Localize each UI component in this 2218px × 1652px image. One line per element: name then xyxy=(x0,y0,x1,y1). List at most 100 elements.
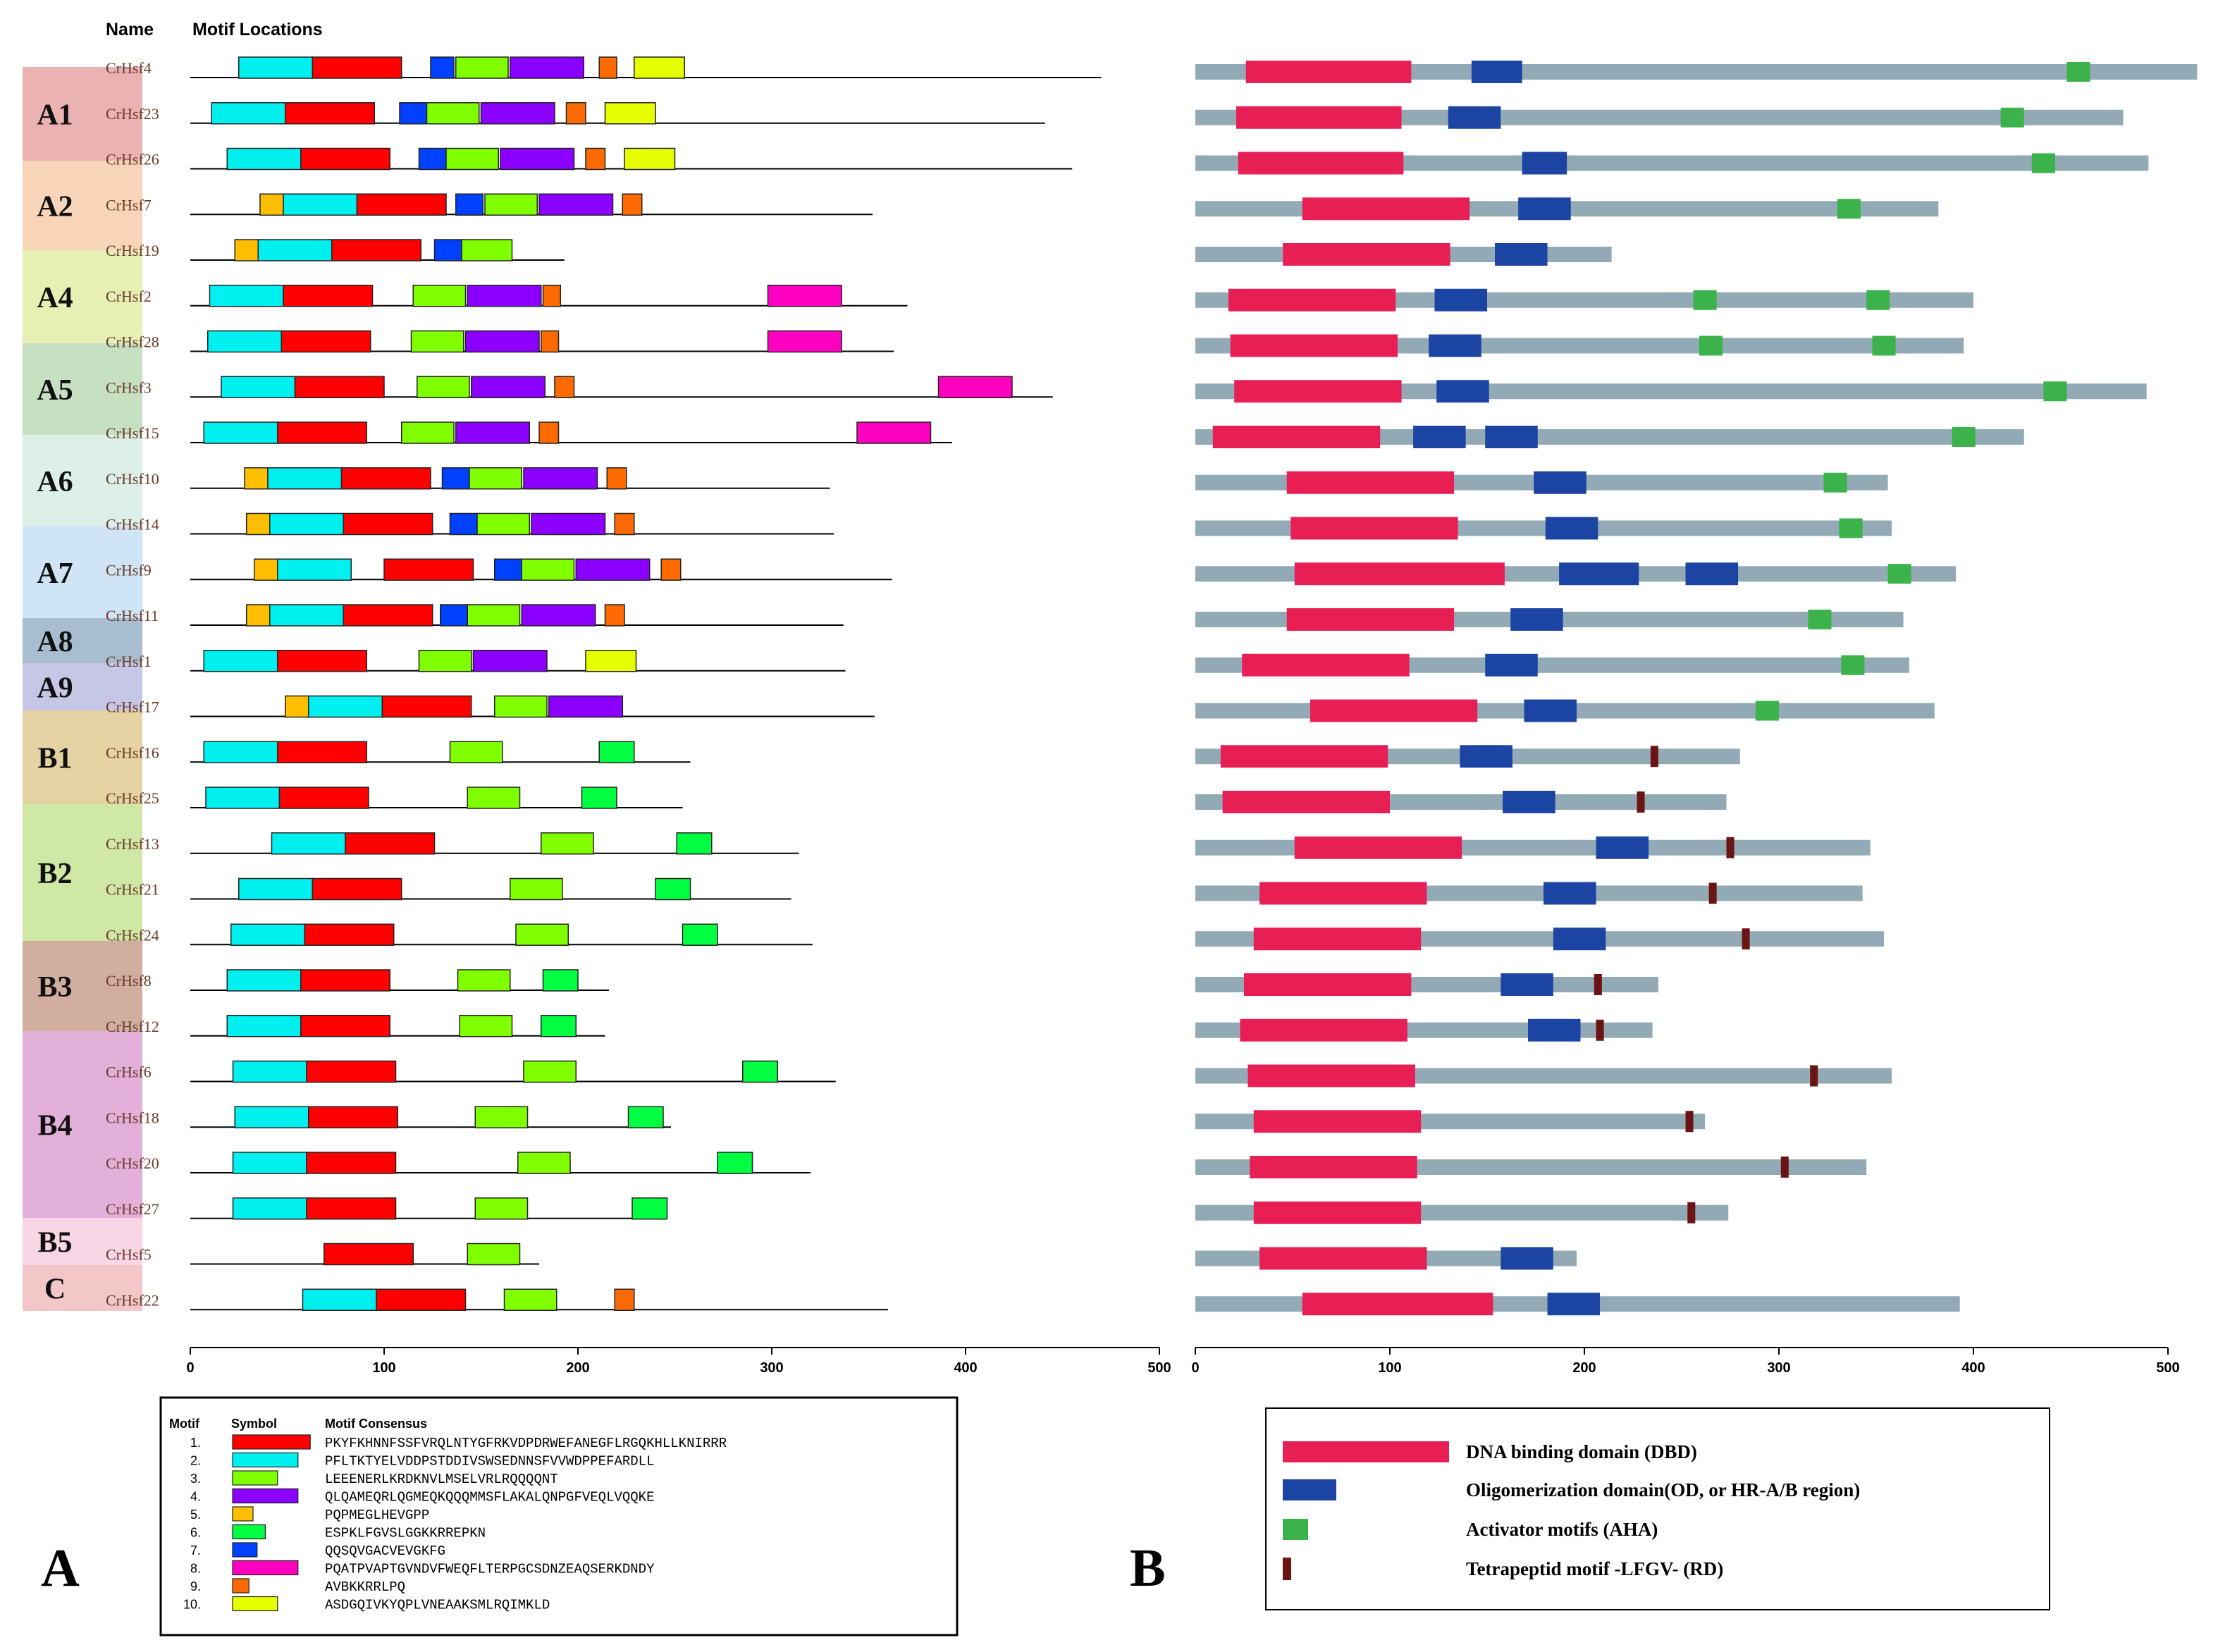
motif-1-box xyxy=(312,56,402,79)
domain-row xyxy=(1195,1064,1892,1087)
motif-10-box xyxy=(585,650,637,672)
gene-name: CrHsf1 xyxy=(106,653,152,670)
dbd-domain xyxy=(1245,61,1412,83)
axis-b-tick-label: 0 xyxy=(1191,1360,1199,1376)
motif-3-box xyxy=(476,512,530,536)
rd-motif xyxy=(1594,974,1602,995)
group-B3: B3 xyxy=(23,941,142,1031)
motif-5-box xyxy=(246,512,271,536)
motif-row xyxy=(190,787,683,809)
motif-3-box xyxy=(467,1243,521,1266)
gene-name: CrHsf24 xyxy=(106,926,159,944)
motif-3-box xyxy=(455,56,509,79)
group-background xyxy=(23,1218,142,1265)
motif-2-box xyxy=(232,1152,307,1174)
motif-7-box xyxy=(440,604,468,627)
domain-row xyxy=(1195,426,2024,448)
motif-row xyxy=(190,376,1053,398)
group-label: A8 xyxy=(37,626,73,658)
motif-2-box xyxy=(238,877,313,901)
dbd-domain xyxy=(1253,927,1422,951)
group-A5: A5 xyxy=(23,343,142,435)
motif-3-box xyxy=(515,923,569,946)
domain-legend: DNA binding domain (DBD) Oligomerization … xyxy=(1265,1407,2050,1610)
motif-2-box xyxy=(267,467,343,490)
name-column-header: Name xyxy=(106,20,154,39)
motif-10-box xyxy=(624,147,676,171)
motif-number: 10. xyxy=(183,1598,201,1612)
gene-name: CrHsf11 xyxy=(106,607,159,624)
panel-label-a: A xyxy=(41,1539,80,1598)
motif-row xyxy=(190,969,609,992)
dbd-domain xyxy=(1290,517,1458,540)
motif-row xyxy=(190,512,834,536)
motif-3-box xyxy=(417,376,470,398)
rd-motif xyxy=(1650,746,1658,768)
motif-1-box xyxy=(331,239,421,261)
domain-row xyxy=(1195,745,1740,768)
dbd-domain xyxy=(1286,608,1455,631)
od-domain xyxy=(1527,1018,1581,1042)
aha-motif xyxy=(2031,153,2055,173)
motif-row xyxy=(190,695,875,718)
motif-6-box xyxy=(598,741,635,763)
od-domain xyxy=(1501,1247,1553,1270)
domain-row xyxy=(1195,197,1939,221)
group-A6: A6 xyxy=(23,435,142,526)
domain-row xyxy=(1195,152,2149,175)
motif-3-box xyxy=(494,695,548,718)
motif-7-symbol xyxy=(232,1542,258,1558)
motif-row xyxy=(190,1106,671,1128)
group-B5: B5 xyxy=(23,1218,142,1265)
motif-4-box xyxy=(538,193,614,216)
group-label: A7 xyxy=(37,557,73,590)
group-A4: A4 xyxy=(23,250,142,343)
group-A1: A1 xyxy=(23,67,142,161)
domain-row xyxy=(1195,61,2198,83)
motif-1-box xyxy=(340,467,431,490)
aha-motif xyxy=(2066,62,2090,82)
axis-b-tick-label: 100 xyxy=(1378,1360,1401,1376)
motif-legend-row: 6. ESPKLFGVSLGGKKRREPKN xyxy=(190,1524,486,1541)
gene-name: CrHsf16 xyxy=(106,744,159,761)
motif-row xyxy=(190,741,691,763)
group-label: A5 xyxy=(37,374,73,407)
motif-9-box xyxy=(538,421,560,444)
motif-row xyxy=(190,193,873,216)
aha-motif xyxy=(1841,655,1865,675)
group-background xyxy=(23,804,142,941)
rd-motif xyxy=(1726,837,1735,858)
aha-motif xyxy=(1887,564,1911,584)
od-domain xyxy=(1501,973,1553,996)
aha-motif xyxy=(1839,518,1863,538)
gene-name: CrHsf23 xyxy=(106,105,159,123)
motif-2-box xyxy=(207,330,282,353)
group-label: A9 xyxy=(37,672,73,705)
motif-row xyxy=(190,330,894,353)
dbd-domain xyxy=(1302,197,1470,221)
aha-motif xyxy=(2000,107,2024,128)
group-background xyxy=(23,67,142,161)
rd-label: Tetrapeptid motif -LFGV- (RD) xyxy=(1466,1558,1723,1579)
group-background xyxy=(23,941,142,1031)
motif-5-box xyxy=(259,193,284,216)
motif-2-box xyxy=(221,376,296,398)
motif-number: 2. xyxy=(190,1454,201,1468)
motif-legend-row: 2. PFLTKTYELVDDPSTDDIVSWSEDNNSFVVWDPPEFAR… xyxy=(190,1452,654,1469)
motif-1-box xyxy=(285,102,375,125)
motif-3-box xyxy=(401,421,455,444)
aha-motif xyxy=(1699,335,1723,356)
motif-9-box xyxy=(565,102,586,125)
motif-1-box xyxy=(343,512,433,536)
group-label: A4 xyxy=(37,282,73,314)
dbd-domain xyxy=(1234,380,1402,403)
gene-name: CrHsf15 xyxy=(106,424,159,442)
motif-1-box xyxy=(306,1152,397,1174)
od-domain xyxy=(1495,243,1548,266)
group-background xyxy=(23,1265,142,1311)
motif-7-box xyxy=(430,56,455,79)
motif-7-box xyxy=(455,193,483,216)
motif-1-box xyxy=(308,1106,398,1128)
motif-3-box xyxy=(412,285,467,307)
